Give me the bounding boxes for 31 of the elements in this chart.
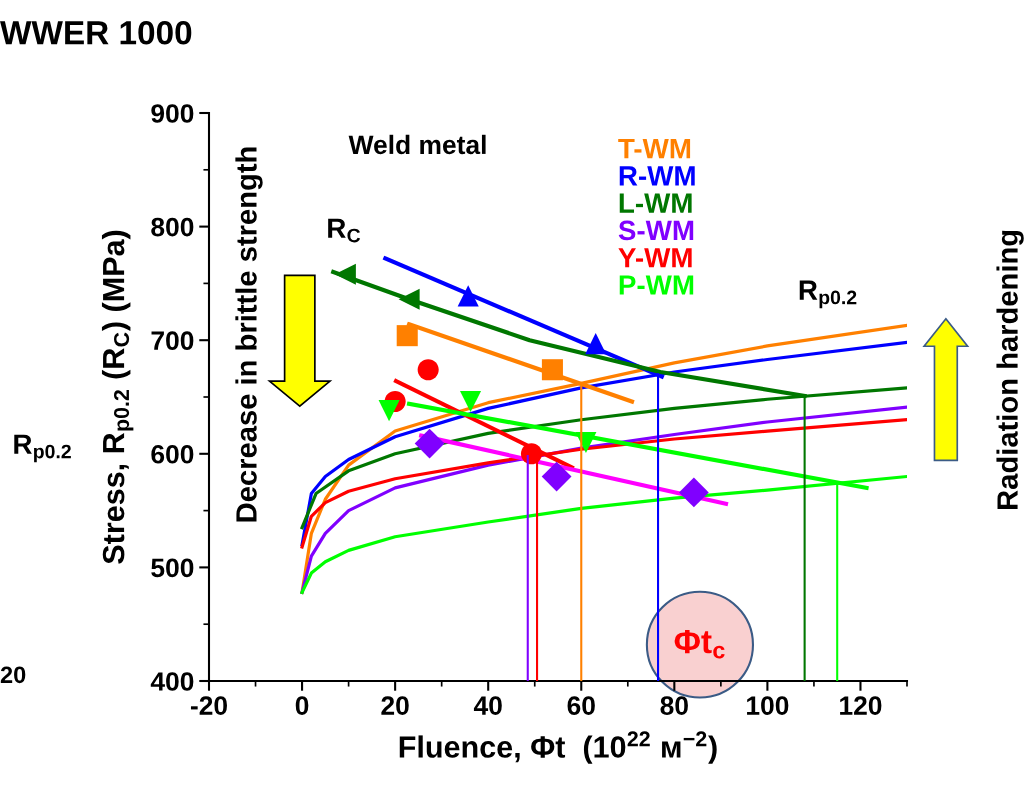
y-tick-label: 700 (151, 331, 194, 351)
text: P-WM (619, 275, 694, 295)
chart-title: WWER 1000 (0, 20, 192, 45)
x-tick-label: 0 (295, 696, 309, 715)
annotation: Weld metal (348, 134, 486, 155)
text: T-WM (618, 139, 691, 159)
text: L-WM (619, 193, 692, 213)
y-tick-label: 900 (151, 104, 194, 123)
x-tick-label: 80 (660, 696, 688, 715)
x-tick-label: 60 (567, 696, 595, 715)
text: R-WM (619, 166, 695, 186)
annotation: Φt$_{c}$ (674, 629, 725, 659)
x-tick-label: 120 (840, 696, 882, 715)
y-tick-label: 500 (151, 558, 194, 578)
text: Y-WM (618, 248, 692, 268)
x-tick-label: 20 (381, 696, 409, 715)
text: Radiation hardening (996, 230, 1024, 509)
x-tick-label: -20 (190, 696, 227, 715)
x-tick-label: 100 (747, 696, 789, 715)
y-tick-label: 800 (151, 217, 194, 237)
x-axis-title: Fluence, Φt (10$^{22}$ м$^{−2}$) (399, 731, 717, 764)
y-axis-title: Stress, R$_{p0.2}$ (R$_{C}$) (MPa) (101, 230, 134, 564)
x-tick-label: 40 (473, 696, 502, 715)
annotation: R$_{C}$ (328, 218, 361, 243)
text: R$_{p0.2}$ (14, 434, 71, 463)
annotation: Decrease in brittle strength (235, 147, 263, 522)
y-tick-label: 400 (150, 672, 194, 691)
annotation: R$_{p0.2}$ (799, 280, 857, 309)
text: S-WM (618, 220, 694, 241)
text: 20 (0, 666, 26, 684)
y-tick-label: 600 (151, 444, 194, 464)
